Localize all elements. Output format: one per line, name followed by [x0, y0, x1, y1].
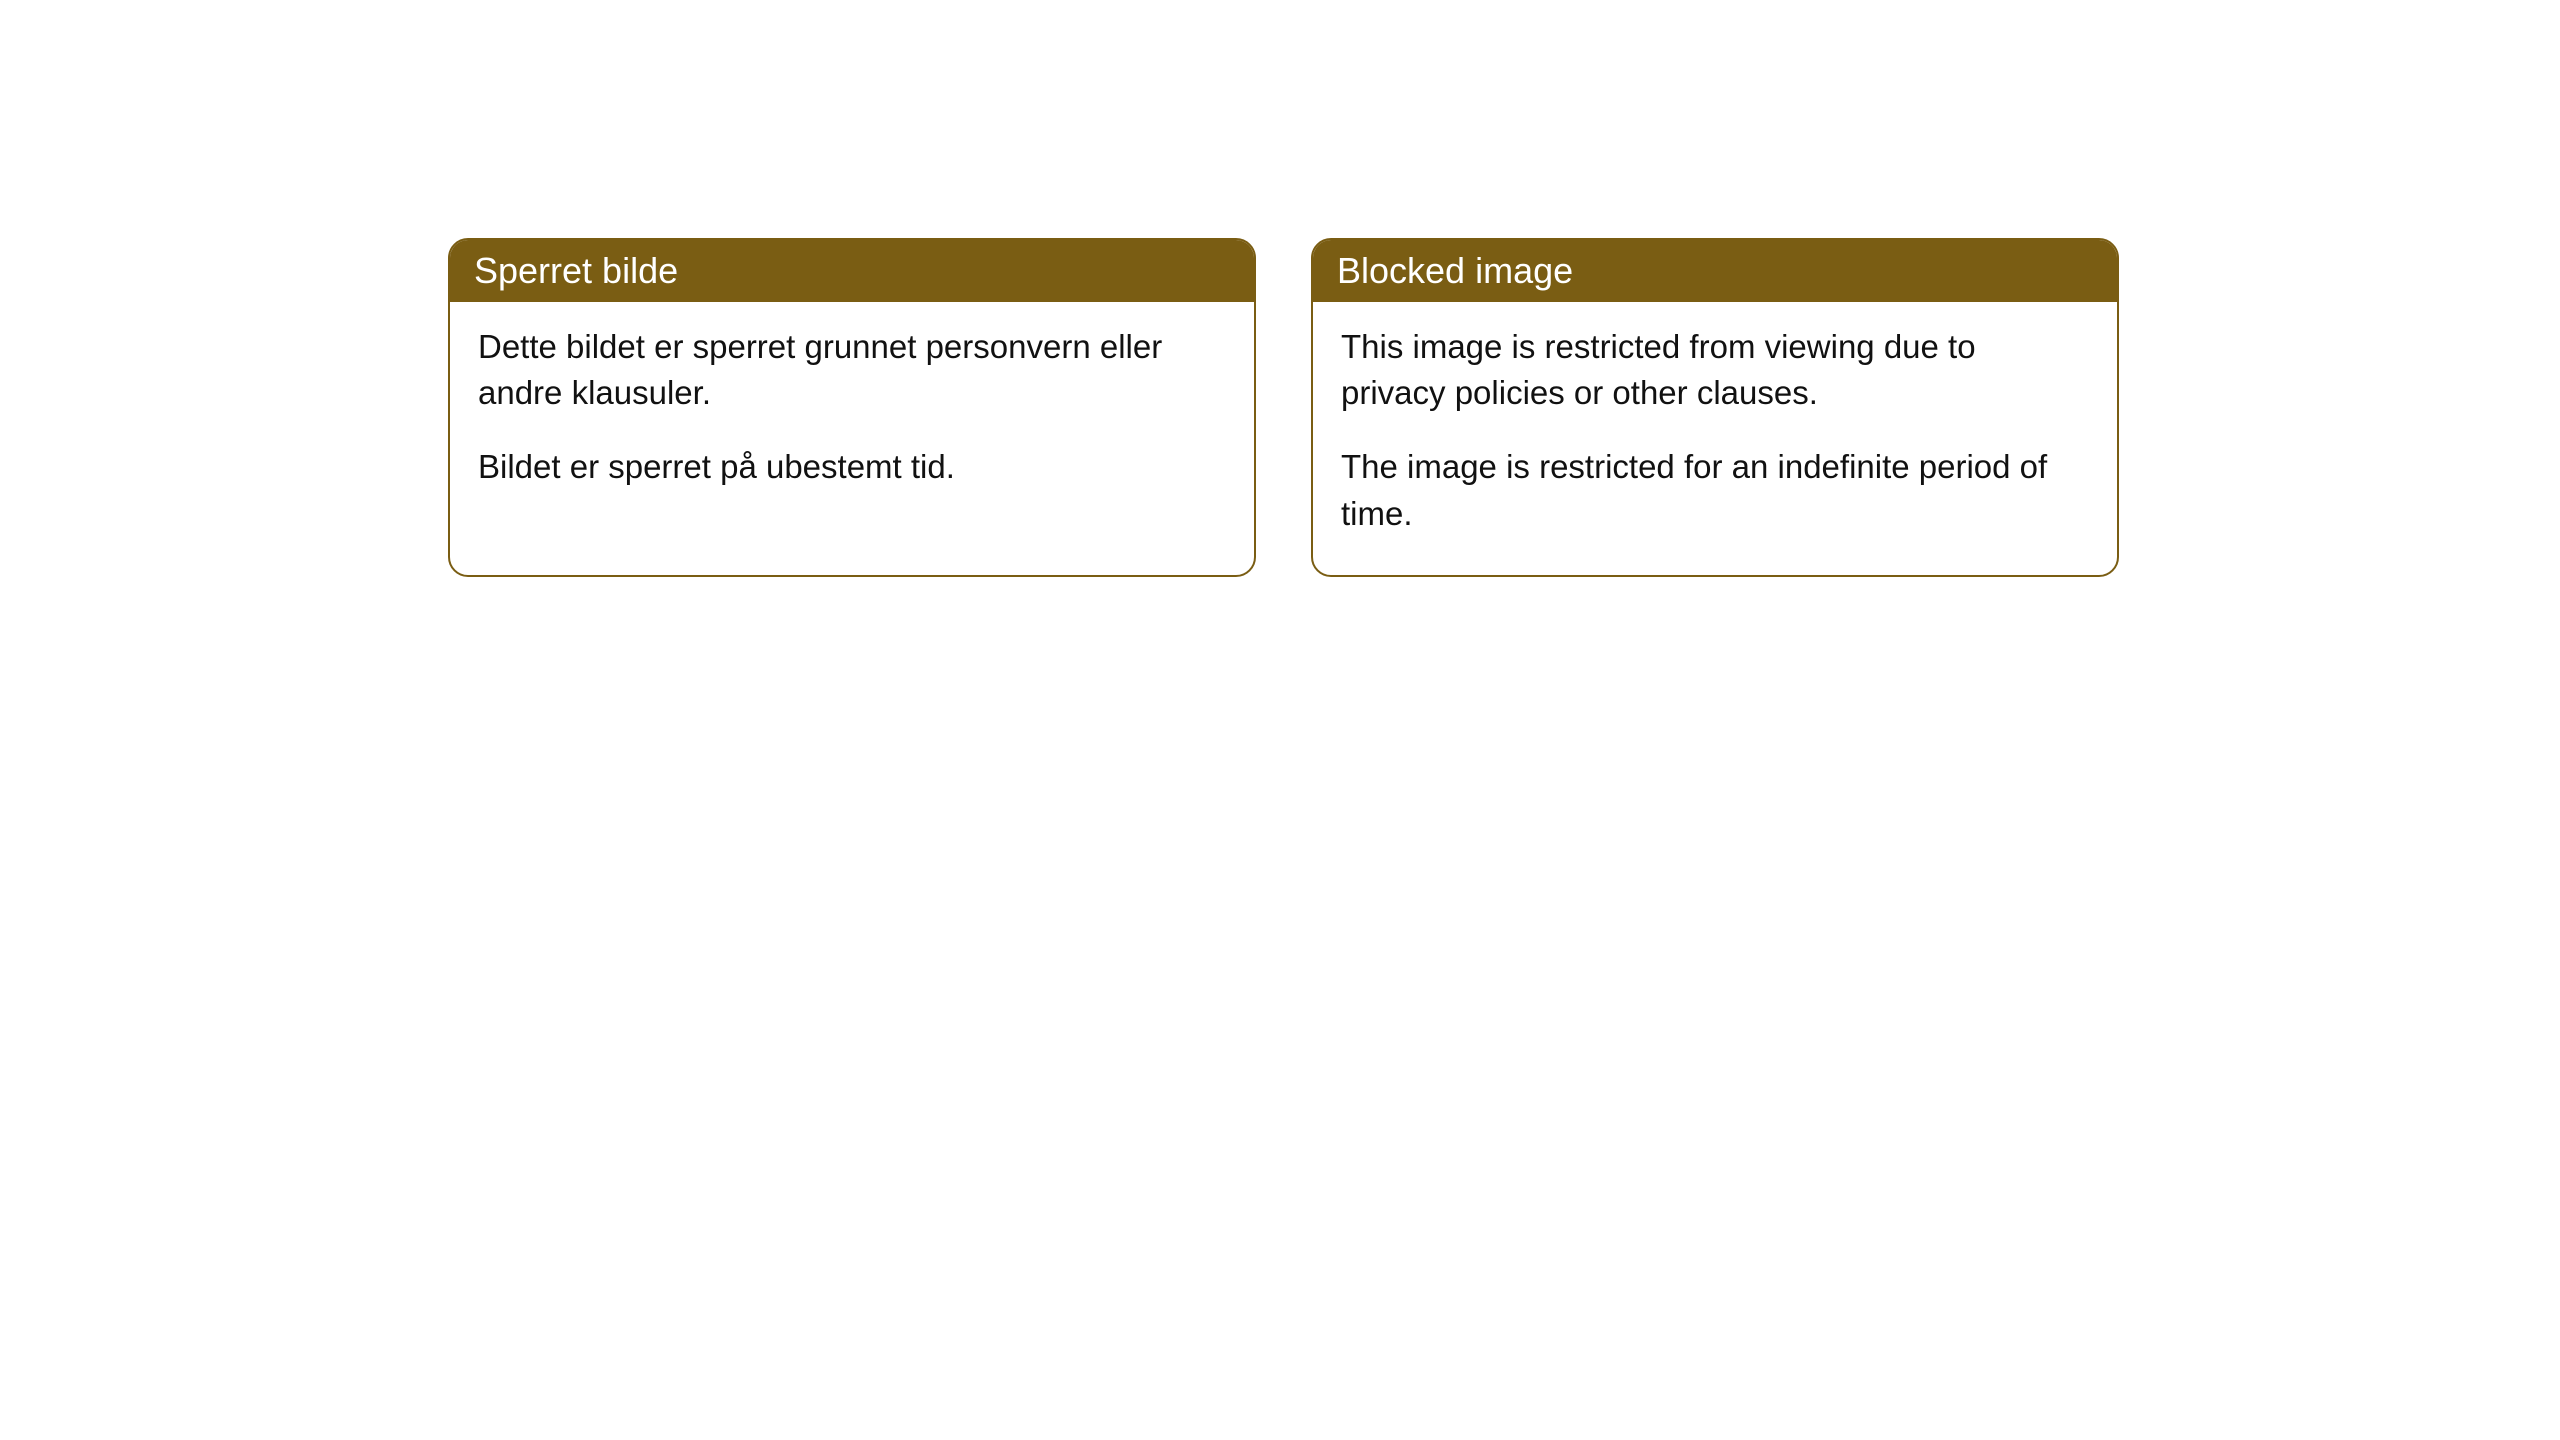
card-header: Sperret bilde: [450, 240, 1254, 302]
card-paragraph: Bildet er sperret på ubestemt tid.: [478, 444, 1226, 490]
card-paragraph: This image is restricted from viewing du…: [1341, 324, 2089, 416]
card-header: Blocked image: [1313, 240, 2117, 302]
notice-container: Sperret bilde Dette bildet er sperret gr…: [448, 238, 2119, 577]
card-title: Blocked image: [1337, 250, 1573, 291]
card-paragraph: The image is restricted for an indefinit…: [1341, 444, 2089, 536]
card-title: Sperret bilde: [474, 250, 678, 291]
card-body: This image is restricted from viewing du…: [1313, 302, 2117, 575]
card-body: Dette bildet er sperret grunnet personve…: [450, 302, 1254, 529]
notice-card-english: Blocked image This image is restricted f…: [1311, 238, 2119, 577]
card-paragraph: Dette bildet er sperret grunnet personve…: [478, 324, 1226, 416]
notice-card-norwegian: Sperret bilde Dette bildet er sperret gr…: [448, 238, 1256, 577]
